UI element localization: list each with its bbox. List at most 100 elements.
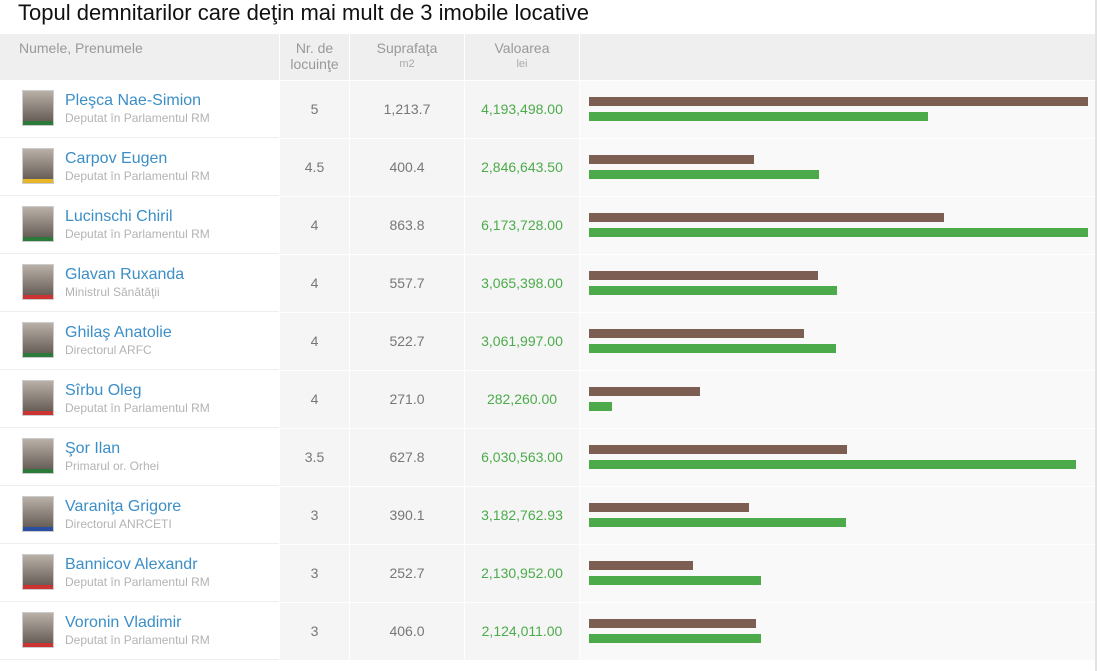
person-name: Ghilaş Anatolie (65, 324, 172, 341)
avatar-stripe (23, 527, 53, 531)
count-cell: 4 (280, 313, 349, 370)
scroll-edge (1095, 0, 1097, 671)
avatar (22, 148, 54, 184)
header-cell (580, 34, 1095, 80)
value-cell: 3,182,762.93 (465, 487, 579, 544)
value-cell: 6,173,728.00 (465, 197, 579, 254)
area-cell: 390.1 (350, 487, 464, 544)
area-cell: 271.0 (350, 371, 464, 428)
value-cell: 2,124,011.00 (465, 603, 579, 660)
value-bar (589, 402, 612, 411)
bar-cell (580, 603, 1095, 660)
person-role: Directorul ANRCETI (65, 517, 172, 531)
header-text: Valoarea (494, 40, 550, 56)
person-name: Carpov Eugen (65, 150, 168, 167)
header-cell: Numele, Prenumele (0, 34, 279, 80)
avatar (22, 264, 54, 300)
bar-cell (580, 487, 1095, 544)
avatar (22, 612, 54, 648)
unit: m2 (399, 58, 415, 70)
value-bar (589, 228, 1088, 237)
area-cell: 522.7 (350, 313, 464, 370)
area-cell: 252.7 (350, 545, 464, 602)
value-bar (589, 170, 820, 179)
area-bar (589, 155, 754, 164)
value-bar (589, 634, 761, 643)
person-name: Voronin Vladimir (65, 614, 182, 631)
count-cell: 4 (280, 255, 349, 312)
area-bar (589, 619, 756, 628)
header-text: Numele, Prenumele (19, 40, 143, 56)
value-cell: 2,130,952.00 (465, 545, 579, 602)
count-cell: 3 (280, 545, 349, 602)
count-cell: 4 (280, 197, 349, 254)
header-cell: Nr. de locuinţe (280, 34, 349, 80)
value-bar (589, 576, 762, 585)
person-role: Deputat în Parlamentul RM (65, 575, 210, 589)
area-cell: 1,213.7 (350, 81, 464, 138)
value-cell: 282,260.00 (465, 371, 579, 428)
avatar-stripe (23, 179, 53, 183)
value-bar (589, 518, 847, 527)
person-name: Glavan Ruxanda (65, 266, 185, 283)
bar-cell (580, 313, 1095, 370)
area-cell: 406.0 (350, 603, 464, 660)
value-bar (589, 344, 837, 353)
avatar (22, 554, 54, 590)
person-name: Bannicov Alexandr (65, 556, 198, 573)
avatar (22, 206, 54, 242)
header-cell: Valoarea lei (465, 34, 579, 80)
count-cell: 5 (280, 81, 349, 138)
person-role: Deputat în Parlamentul RM (65, 633, 210, 647)
area-cell: 557.7 (350, 255, 464, 312)
area-bar (589, 97, 1088, 106)
avatar-stripe (23, 469, 53, 473)
value-cell: 3,061,997.00 (465, 313, 579, 370)
area-bar (589, 387, 701, 396)
header-cell: Suprafaţa m2 (350, 34, 464, 80)
value-cell: 3,065,398.00 (465, 255, 579, 312)
avatar-stripe (23, 121, 53, 125)
person-name: Sîrbu Oleg (65, 382, 142, 399)
person-role: Deputat în Parlamentul RM (65, 401, 210, 415)
count-cell: 3.5 (280, 429, 349, 486)
area-bar (589, 503, 750, 512)
title: Topul demnitarilor care deţin mai mult d… (18, 0, 590, 25)
person-role: Deputat în Parlamentul RM (65, 227, 210, 241)
bar-cell (580, 81, 1095, 138)
area-bar (589, 445, 848, 454)
count-cell: 3 (280, 487, 349, 544)
bar-cell (580, 255, 1095, 312)
area-cell: 863.8 (350, 197, 464, 254)
avatar (22, 322, 54, 358)
area-cell: 400.4 (350, 139, 464, 196)
value-bar (589, 112, 928, 121)
bar-cell (580, 545, 1095, 602)
person-role: Ministrul Sănătăţii (65, 285, 160, 299)
value-cell: 6,030,563.00 (465, 429, 579, 486)
area-bar (589, 561, 693, 570)
avatar (22, 90, 54, 126)
person-role: Deputat în Parlamentul RM (65, 169, 210, 183)
avatar-stripe (23, 585, 53, 589)
value-bar (589, 286, 837, 295)
person-name: Şor Ilan (65, 440, 121, 457)
avatar-stripe (23, 643, 53, 647)
avatar (22, 496, 54, 532)
person-role: Directorul ARFC (65, 343, 152, 357)
count-cell: 3 (280, 603, 349, 660)
person-role: Deputat în Parlamentul RM (65, 111, 210, 125)
unit: lei (516, 58, 528, 70)
avatar-stripe (23, 295, 53, 299)
bar-cell (580, 429, 1095, 486)
area-bar (589, 271, 819, 280)
value-cell: 2,846,643.50 (465, 139, 579, 196)
avatar-stripe (23, 411, 53, 415)
avatar (22, 438, 54, 474)
count-cell: 4.5 (280, 139, 349, 196)
avatar-stripe (23, 353, 53, 357)
header-text: Nr. de locuinţe (290, 40, 339, 72)
person-name: Varaniţa Grigore (65, 498, 182, 515)
avatar-stripe (23, 237, 53, 241)
